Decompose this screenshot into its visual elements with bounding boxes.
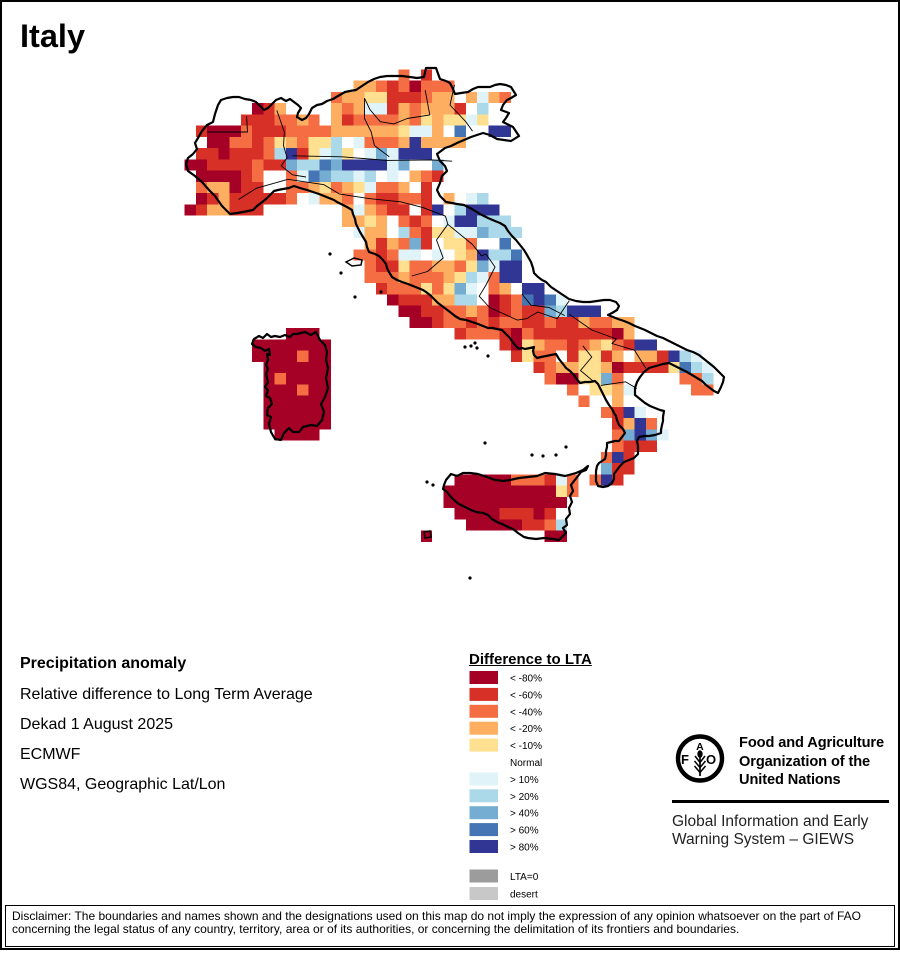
svg-text:< -40%: < -40%: [510, 707, 542, 718]
svg-text:F: F: [681, 752, 689, 767]
svg-text:< -10%: < -10%: [510, 741, 542, 752]
svg-text:Normal: Normal: [510, 758, 542, 769]
svg-text:< -60%: < -60%: [510, 690, 542, 701]
svg-text:< -20%: < -20%: [510, 724, 542, 735]
svg-text:> 10%: > 10%: [510, 775, 539, 786]
svg-text:> 80%: > 80%: [510, 843, 539, 854]
svg-text:> 60%: > 60%: [510, 826, 539, 837]
svg-text:> 20%: > 20%: [510, 792, 539, 803]
svg-text:> 40%: > 40%: [510, 809, 539, 820]
svg-text:A: A: [696, 741, 704, 753]
svg-text:< -80%: < -80%: [510, 674, 542, 685]
svg-text:desert: desert: [510, 890, 538, 901]
svg-text:LTA=0: LTA=0: [510, 872, 539, 883]
svg-text:O: O: [706, 752, 716, 767]
